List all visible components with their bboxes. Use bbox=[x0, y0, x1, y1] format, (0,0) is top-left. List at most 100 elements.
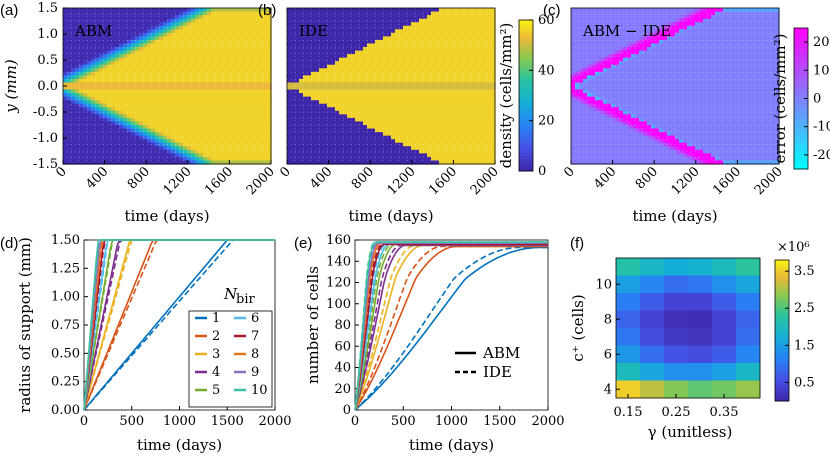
heatmap-cell bbox=[447, 22, 452, 27]
heatmap-cell bbox=[231, 54, 236, 59]
heatmap-cell bbox=[459, 50, 464, 55]
heatmap-cell bbox=[71, 8, 76, 13]
heatmap-cell bbox=[587, 68, 592, 73]
heatmap-cell bbox=[375, 142, 380, 147]
heatmap-cell bbox=[191, 149, 196, 154]
heatmap-cell bbox=[303, 54, 308, 59]
heatmap-cell bbox=[179, 100, 184, 105]
heatmap-cell bbox=[263, 15, 268, 20]
heatmap-cell bbox=[123, 139, 128, 144]
heatmap-cell bbox=[351, 107, 356, 112]
heatmap-cell bbox=[403, 57, 408, 62]
heatmap-cell bbox=[103, 86, 108, 91]
heatmap-cell bbox=[131, 82, 136, 87]
heatmap-cell bbox=[595, 11, 600, 16]
heatmap-cell bbox=[367, 82, 372, 87]
heatmap-cell bbox=[351, 128, 356, 133]
heatmap-cell bbox=[447, 149, 452, 154]
heatmap-cell bbox=[103, 100, 108, 105]
heatmap-cell bbox=[95, 64, 100, 69]
heatmap-cell bbox=[79, 153, 84, 158]
heatmap-cell bbox=[335, 18, 340, 23]
heatmap-cell bbox=[427, 25, 432, 30]
heatmap-cell bbox=[183, 110, 188, 115]
heatmap-cell bbox=[431, 160, 436, 165]
heatmap-cell bbox=[107, 117, 112, 123]
heatmap-cell bbox=[327, 149, 332, 154]
heatmap-cell bbox=[419, 43, 424, 48]
heatmap-cell bbox=[415, 110, 420, 115]
heatmap-cell bbox=[247, 78, 252, 84]
heatmap-cell bbox=[387, 132, 392, 137]
heatmap-cell bbox=[199, 64, 204, 69]
heatmap-cell bbox=[151, 96, 156, 101]
heatmap-cell bbox=[195, 125, 200, 130]
heatmap-cell bbox=[83, 156, 88, 162]
heatmap-cell bbox=[483, 64, 488, 69]
heatmap-cell bbox=[435, 121, 440, 126]
heatmap-cell bbox=[99, 110, 104, 115]
heatmap-cell bbox=[79, 142, 84, 147]
heatmap-cell bbox=[79, 47, 84, 52]
heatmap-cell bbox=[439, 68, 444, 73]
heatmap-cell bbox=[471, 103, 476, 108]
heatmap-cell bbox=[335, 57, 340, 62]
heatmap-cell bbox=[295, 50, 300, 55]
heatmap-cell bbox=[483, 107, 488, 112]
heatmap-cell bbox=[111, 121, 116, 126]
heatmap-cell bbox=[79, 71, 84, 76]
heatmap-cell bbox=[359, 15, 364, 20]
heatmap-cell bbox=[179, 29, 184, 34]
heatmap-cell bbox=[267, 153, 272, 158]
heatmap-cell bbox=[371, 100, 376, 105]
heatmap-cell bbox=[407, 107, 412, 112]
heatmap-cell bbox=[423, 125, 428, 130]
heatmap-cell bbox=[163, 121, 168, 126]
heatmap-cell bbox=[203, 68, 208, 73]
heatmap-cell bbox=[335, 110, 340, 115]
heatmap-cell bbox=[587, 142, 592, 147]
heatmap-cell bbox=[587, 75, 592, 80]
heatmap-cell bbox=[191, 142, 196, 147]
heatmap-cell bbox=[367, 50, 372, 55]
heatmap-cell bbox=[139, 25, 144, 30]
heatmap-cell bbox=[351, 103, 356, 108]
heatmap-cell bbox=[299, 39, 304, 45]
heatmap-cell bbox=[115, 68, 120, 73]
heatmap-cell bbox=[227, 54, 232, 59]
heatmap-cell bbox=[99, 39, 104, 45]
heatmap-cell bbox=[103, 153, 108, 158]
heatmap-cell bbox=[227, 43, 232, 48]
heatmap-cell bbox=[255, 75, 260, 80]
heatmap-cell bbox=[155, 132, 160, 137]
heatmap-cell bbox=[479, 50, 484, 55]
heatmap-cell bbox=[439, 36, 444, 41]
heatmap-cell bbox=[423, 82, 428, 87]
heatmap-cell bbox=[455, 78, 460, 84]
heatmap-cell bbox=[435, 142, 440, 147]
heatmap-cell bbox=[255, 146, 260, 151]
heatmap-cell bbox=[303, 96, 308, 101]
heatmap-cell bbox=[235, 25, 240, 30]
heatmap-cell bbox=[255, 96, 260, 101]
heatmap-cell bbox=[195, 43, 200, 48]
heatmap-cell bbox=[319, 36, 324, 41]
heatmap-cell bbox=[359, 117, 364, 123]
heatmap-cell bbox=[123, 68, 128, 73]
heatmap-cell bbox=[407, 39, 412, 45]
heatmap-cell bbox=[463, 135, 468, 140]
heatmap-cell bbox=[71, 142, 76, 147]
heatmap-cell bbox=[359, 93, 364, 98]
heatmap-cell bbox=[307, 54, 312, 59]
heatmap-cell bbox=[343, 36, 348, 41]
heatmap-cell bbox=[339, 15, 344, 20]
heatmap-cell bbox=[391, 61, 396, 66]
heatmap-cell bbox=[71, 96, 76, 101]
heatmap-cell bbox=[79, 146, 84, 151]
heatmap-cell bbox=[303, 125, 308, 130]
heatmap-cell bbox=[203, 107, 208, 112]
heatmap-cell bbox=[451, 54, 456, 59]
heatmap-cell bbox=[571, 57, 576, 62]
heatmap-cell bbox=[147, 57, 152, 62]
heatmap-cell bbox=[99, 57, 104, 62]
